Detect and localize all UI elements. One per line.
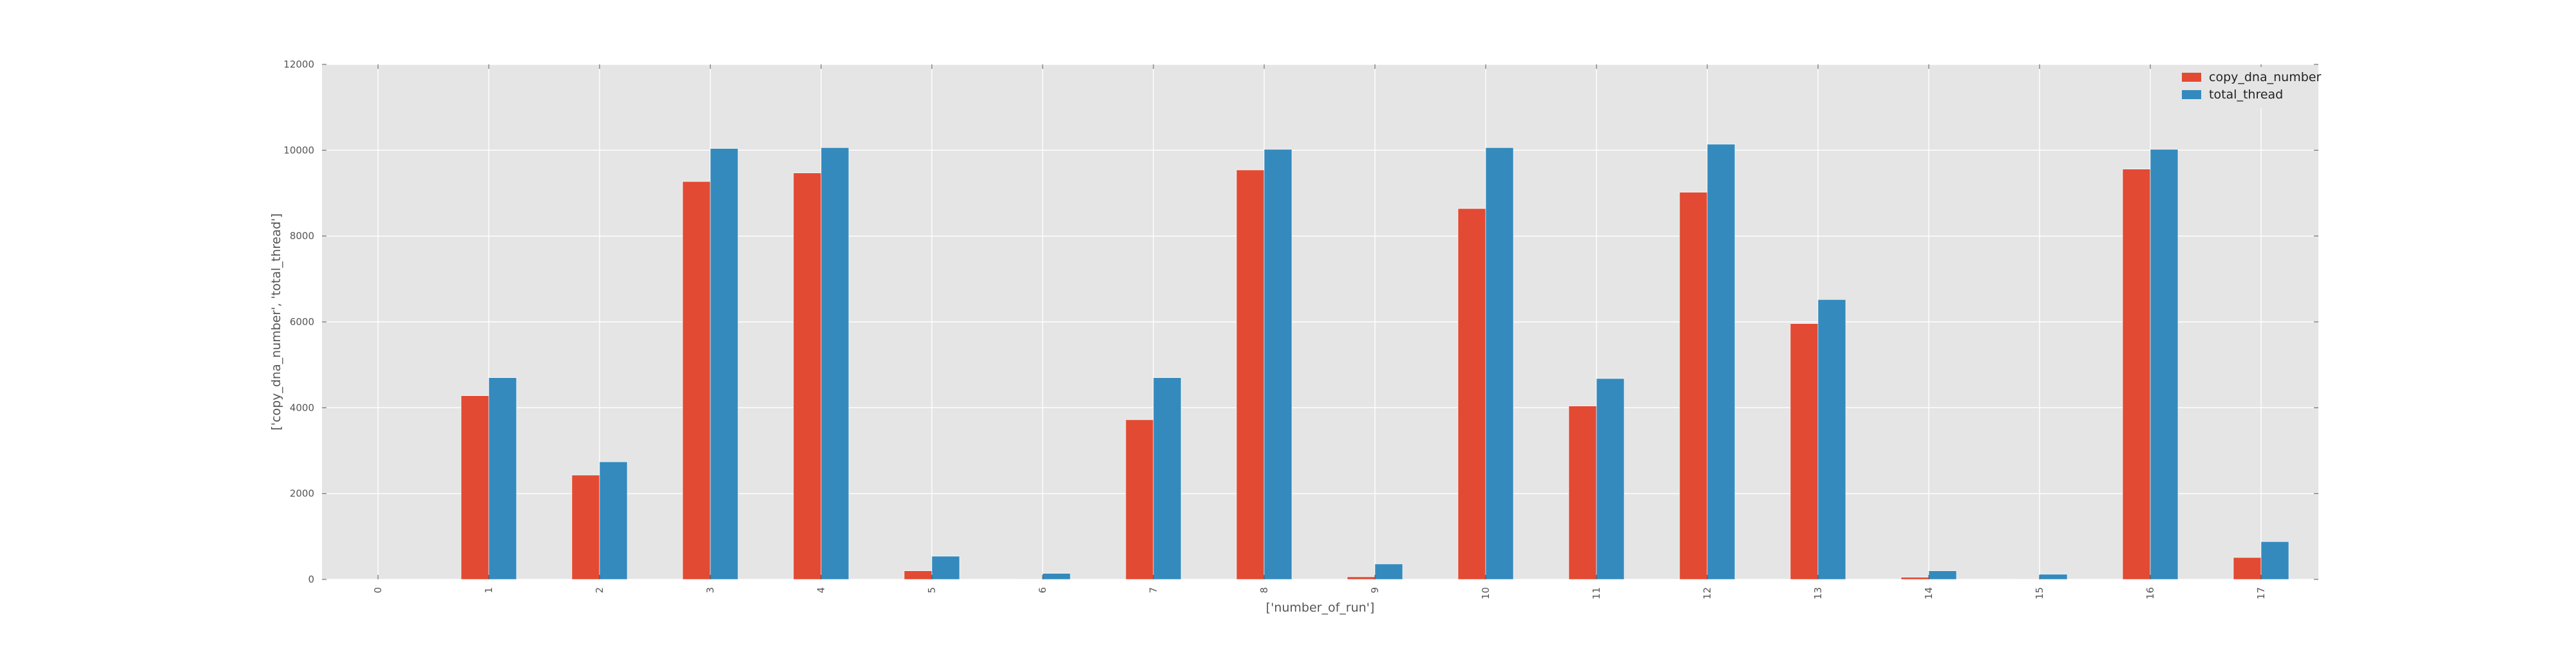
bar-total-thread-11 [1596,378,1625,580]
bar-copy-dna-number-9 [1347,576,1376,580]
x-tick-label: 8 [1258,587,1270,594]
x-tick-label: 1 [483,587,495,594]
bar-copy-dna-number-14 [1900,577,1929,580]
bar-copy-dna-number-4 [793,173,822,580]
y-axis-label: ['copy_dna_number', 'total_thread'] [269,213,283,430]
y-tick-label: 4000 [290,402,314,413]
x-tick-label: 6 [1037,587,1048,594]
legend-swatch-copy-dna-number [2182,73,2201,82]
bar-total-thread-6 [1042,573,1071,580]
x-tick-label: 12 [1701,587,1713,599]
bar-copy-dna-number-13 [1790,323,1819,580]
bar-total-thread-16 [2150,149,2179,580]
bar-copy-dna-number-2 [571,474,600,580]
bar-copy-dna-number-12 [1679,192,1708,580]
y-tick-label: 0 [308,574,314,585]
bar-total-thread-17 [2260,541,2289,580]
x-tick-label: 2 [594,587,605,594]
x-axis-label: ['number_of_run'] [1266,601,1375,615]
bar-total-thread-14 [1928,570,1957,580]
bar-total-thread-5 [931,556,960,580]
x-tick-label: 3 [705,587,716,594]
bar-copy-dna-number-11 [1568,406,1597,580]
x-tick-label: 14 [1923,587,1935,599]
bar-total-thread-9 [1374,563,1403,580]
x-tick-label: 9 [1369,587,1381,594]
bar-total-thread-15 [2039,574,2068,580]
legend-label-copy-dna-number: copy_dna_number [2209,70,2321,84]
legend: copy_dna_number total_thread [2174,67,2321,108]
y-tick-label: 12000 [283,59,314,70]
bar-total-thread-8 [1264,149,1293,580]
x-tick-label: 15 [2034,587,2045,599]
bar-total-thread-13 [1817,299,1846,580]
x-tick-label: 10 [1480,587,1492,599]
bar-copy-dna-number-8 [1236,169,1265,580]
x-tick-label: 17 [2255,587,2267,599]
y-tick-label: 2000 [290,488,314,500]
x-tick-label: 0 [372,587,384,594]
bar-total-thread-4 [820,147,849,580]
x-tick-label: 5 [926,587,938,594]
bar-copy-dna-number-5 [904,570,933,580]
x-tick-label: 11 [1591,587,1602,599]
legend-swatch-total-thread [2182,90,2201,99]
legend-label-total-thread: total_thread [2209,88,2283,102]
y-tick-label: 6000 [290,316,314,328]
bar-copy-dna-number-10 [1457,208,1486,580]
bar-total-thread-3 [710,148,739,580]
bar-copy-dna-number-1 [460,395,489,580]
x-tick-label: 13 [1812,587,1824,599]
x-tick-label: 4 [815,587,827,594]
y-tick-label: 10000 [283,144,314,156]
bar-copy-dna-number-7 [1125,419,1154,580]
bar-copy-dna-number-17 [2233,557,2262,580]
bar-total-thread-12 [1707,144,1736,580]
bar-total-thread-1 [488,377,517,580]
y-tick-label: 8000 [290,230,314,242]
bar-copy-dna-number-3 [682,181,711,580]
x-tick-label: 7 [1148,587,1159,594]
x-tick-label: 16 [2145,587,2156,599]
bars [460,144,2289,580]
bar-total-thread-7 [1153,377,1182,580]
bar-copy-dna-number-16 [2122,169,2151,580]
bar-total-thread-2 [599,462,628,580]
bar-total-thread-10 [1485,147,1514,580]
